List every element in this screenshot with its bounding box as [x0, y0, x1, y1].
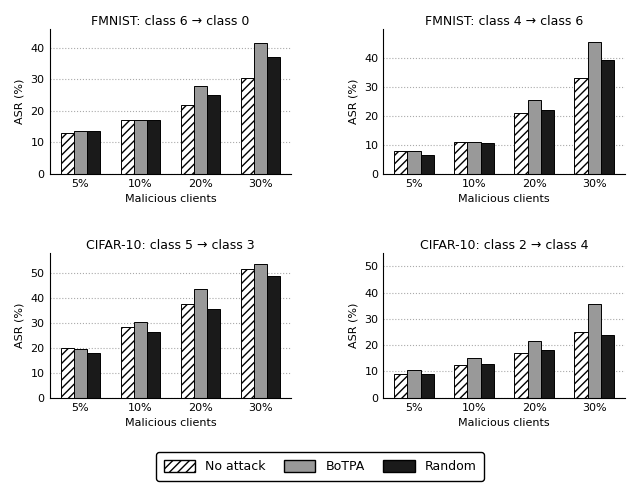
Bar: [541, 110, 554, 174]
Bar: [481, 143, 494, 174]
Bar: [420, 374, 434, 398]
Title: FMNIST: class 6 → class 0: FMNIST: class 6 → class 0: [92, 15, 250, 28]
Y-axis label: ASR (%): ASR (%): [349, 79, 358, 124]
Bar: [120, 120, 134, 174]
Bar: [574, 332, 588, 398]
Bar: [394, 150, 408, 174]
X-axis label: Malicious clients: Malicious clients: [458, 418, 550, 428]
X-axis label: Malicious clients: Malicious clients: [125, 194, 216, 204]
Bar: [515, 353, 527, 398]
Bar: [588, 304, 601, 398]
Bar: [527, 100, 541, 174]
Bar: [254, 43, 267, 174]
Bar: [574, 78, 588, 174]
Bar: [408, 370, 420, 398]
Bar: [87, 353, 100, 398]
Bar: [515, 113, 527, 174]
Bar: [601, 59, 614, 174]
Bar: [541, 351, 554, 398]
Bar: [134, 322, 147, 398]
Bar: [467, 142, 481, 174]
Bar: [420, 155, 434, 174]
Bar: [74, 131, 87, 174]
Bar: [601, 335, 614, 398]
Title: CIFAR-10: class 5 → class 3: CIFAR-10: class 5 → class 3: [86, 239, 255, 252]
X-axis label: Malicious clients: Malicious clients: [125, 418, 216, 428]
X-axis label: Malicious clients: Malicious clients: [458, 194, 550, 204]
Y-axis label: ASR (%): ASR (%): [15, 303, 25, 348]
Bar: [267, 276, 280, 398]
Bar: [61, 133, 74, 174]
Bar: [87, 131, 100, 174]
Bar: [394, 374, 408, 398]
Bar: [74, 349, 87, 398]
Bar: [481, 364, 494, 398]
Title: FMNIST: class 4 → class 6: FMNIST: class 4 → class 6: [425, 15, 583, 28]
Bar: [527, 341, 541, 398]
Bar: [241, 269, 254, 398]
Bar: [454, 365, 467, 398]
Bar: [254, 264, 267, 398]
Bar: [207, 95, 220, 174]
Bar: [194, 86, 207, 174]
Bar: [134, 120, 147, 174]
Y-axis label: ASR (%): ASR (%): [15, 79, 25, 124]
Bar: [207, 309, 220, 398]
Bar: [120, 327, 134, 398]
Bar: [408, 150, 420, 174]
Bar: [267, 57, 280, 174]
Bar: [194, 289, 207, 398]
Bar: [241, 78, 254, 174]
Title: CIFAR-10: class 2 → class 4: CIFAR-10: class 2 → class 4: [420, 239, 588, 252]
Bar: [454, 142, 467, 174]
Y-axis label: ASR (%): ASR (%): [349, 303, 358, 348]
Bar: [180, 304, 194, 398]
Bar: [180, 105, 194, 174]
Bar: [467, 358, 481, 398]
Legend: No attack, BoTPA, Random: No attack, BoTPA, Random: [156, 452, 484, 481]
Bar: [147, 332, 160, 398]
Bar: [61, 348, 74, 398]
Bar: [147, 120, 160, 174]
Bar: [588, 42, 601, 174]
